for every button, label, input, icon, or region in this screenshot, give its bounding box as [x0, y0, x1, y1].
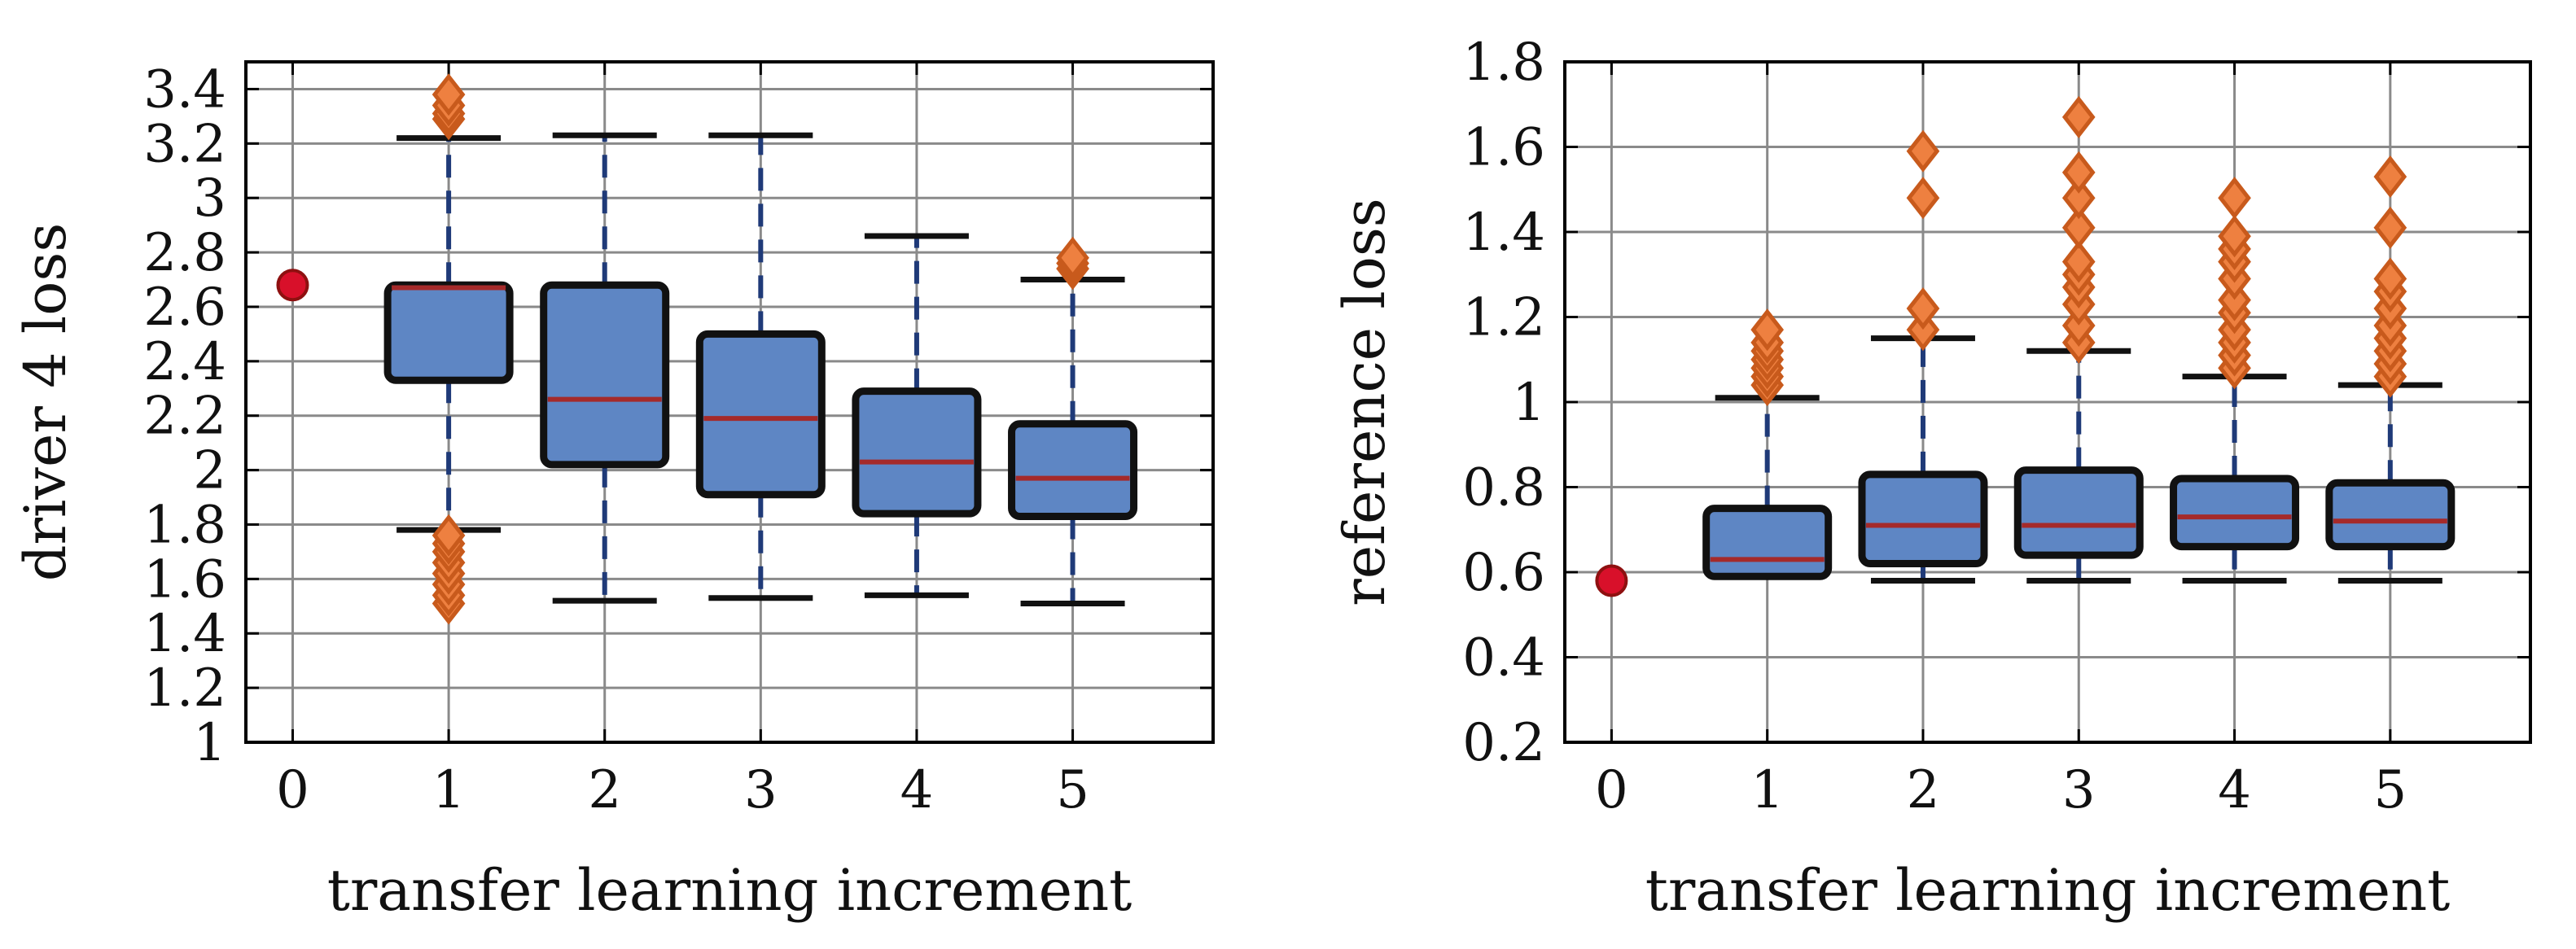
- box-group-2: [540, 132, 670, 604]
- outlier-point: [2061, 95, 2096, 138]
- y-tick-label: 1.8: [1462, 33, 1545, 93]
- outlier-point: [2061, 206, 2096, 249]
- outlier-point: [1906, 286, 1940, 330]
- box: [540, 281, 670, 469]
- y-tick-label: 2.4: [143, 332, 226, 392]
- box: [383, 281, 514, 384]
- box: [852, 387, 982, 518]
- y-tick-label: 3.4: [143, 59, 226, 120]
- right-panel-reference-loss: 0.2 0.4 0.6 0.8 1 1.2 1.4 1.6 1.8 0 1 2 3 4 5 transfer …: [1331, 33, 2532, 924]
- y-tick-label: 1: [1512, 373, 1545, 433]
- plot-frame: [244, 60, 1215, 744]
- box: [2170, 474, 2300, 551]
- outlier-point: [2218, 215, 2251, 258]
- y-tick-label: 0.8: [1462, 458, 1545, 518]
- y-tick-label: 0.4: [1462, 628, 1545, 689]
- y-tick-label: 1.4: [143, 604, 226, 664]
- box-group-3: [2013, 95, 2144, 584]
- x-tick-label: 2: [1907, 760, 1940, 820]
- baseline-point: [276, 269, 309, 302]
- box: [2325, 479, 2456, 551]
- outlier-point: [2061, 177, 2096, 220]
- x-tick-label: 3: [744, 760, 778, 820]
- x-axis-title: transfer learning increment: [1645, 857, 2451, 924]
- outlier-point: [1906, 308, 1940, 352]
- y-tick-label: 3: [193, 168, 226, 229]
- outlier-point: [1750, 308, 1785, 352]
- outlier-point: [1906, 129, 1940, 173]
- x-tick-label: 4: [900, 760, 934, 820]
- box-group-3: [695, 132, 826, 601]
- outlier-point: [2218, 278, 2251, 321]
- left-panel-driver-4-loss: 11.21.41.61.822.22.42.62.833.23.40 1 2 3 4 5t…: [12, 59, 1215, 924]
- y-tick-label: 1.2: [1462, 288, 1545, 348]
- box-group-1: [1702, 308, 1833, 580]
- baseline-point: [1595, 564, 1628, 597]
- x-tick-label: 0: [276, 760, 309, 820]
- box: [1702, 505, 1833, 580]
- x-tick-label: 1: [1750, 760, 1784, 820]
- box: [1008, 420, 1138, 520]
- x-tick-label: 3: [2062, 760, 2096, 820]
- outlier-point: [1906, 177, 1940, 220]
- y-tick-label: 1: [193, 713, 226, 773]
- outlier-point: [2061, 151, 2096, 194]
- x-tick-label: 0: [1595, 760, 1628, 820]
- outlier-point: [2373, 206, 2407, 249]
- y-axis-title: driver 4 loss: [12, 223, 79, 582]
- y-axis-title: reference loss: [1331, 198, 1398, 606]
- y-tick-label: 1.8: [143, 495, 226, 555]
- x-tick-label: 4: [2218, 760, 2251, 820]
- y-tick-label: 2.2: [143, 387, 226, 447]
- y-tick-label: 0.2: [1462, 713, 1545, 773]
- box: [2013, 466, 2144, 559]
- y-tick-label: 0.6: [1462, 543, 1545, 603]
- y-tick-label: 2.6: [143, 278, 226, 338]
- box-group-2: [1858, 129, 1988, 584]
- x-tick-label: 5: [2373, 760, 2407, 820]
- outlier-point: [2218, 177, 2251, 220]
- x-tick-label: 2: [588, 760, 621, 820]
- y-tick-label: 1.6: [1462, 118, 1545, 178]
- outlier-point: [2373, 155, 2407, 199]
- box-group-4: [852, 233, 982, 598]
- outlier-point: [2061, 240, 2096, 283]
- outlier-point: [2373, 257, 2407, 300]
- outlier-point: [1056, 236, 1089, 279]
- plot-frame: [1563, 60, 2532, 744]
- outlier-point: [432, 73, 466, 116]
- outlier-point: [2061, 304, 2096, 348]
- y-tick-label: 2.8: [143, 223, 226, 283]
- box-group-4: [2170, 177, 2300, 584]
- y-tick-label: 2: [193, 441, 226, 501]
- x-axis-title: transfer learning increment: [327, 857, 1132, 924]
- x-tick-label: 5: [1056, 760, 1089, 820]
- y-tick-label: 1.2: [143, 658, 226, 719]
- x-tick-label: 1: [432, 760, 466, 820]
- y-tick-label: 3.2: [143, 114, 226, 174]
- box-group-5: [2325, 155, 2456, 584]
- outlier-point: [432, 514, 466, 557]
- y-tick-label: 1.6: [143, 549, 226, 610]
- box: [1858, 470, 1988, 568]
- box: [695, 330, 826, 499]
- y-tick-label: 1.4: [1462, 203, 1545, 263]
- box-group-5: [1008, 236, 1138, 606]
- box-group-1: [383, 73, 514, 625]
